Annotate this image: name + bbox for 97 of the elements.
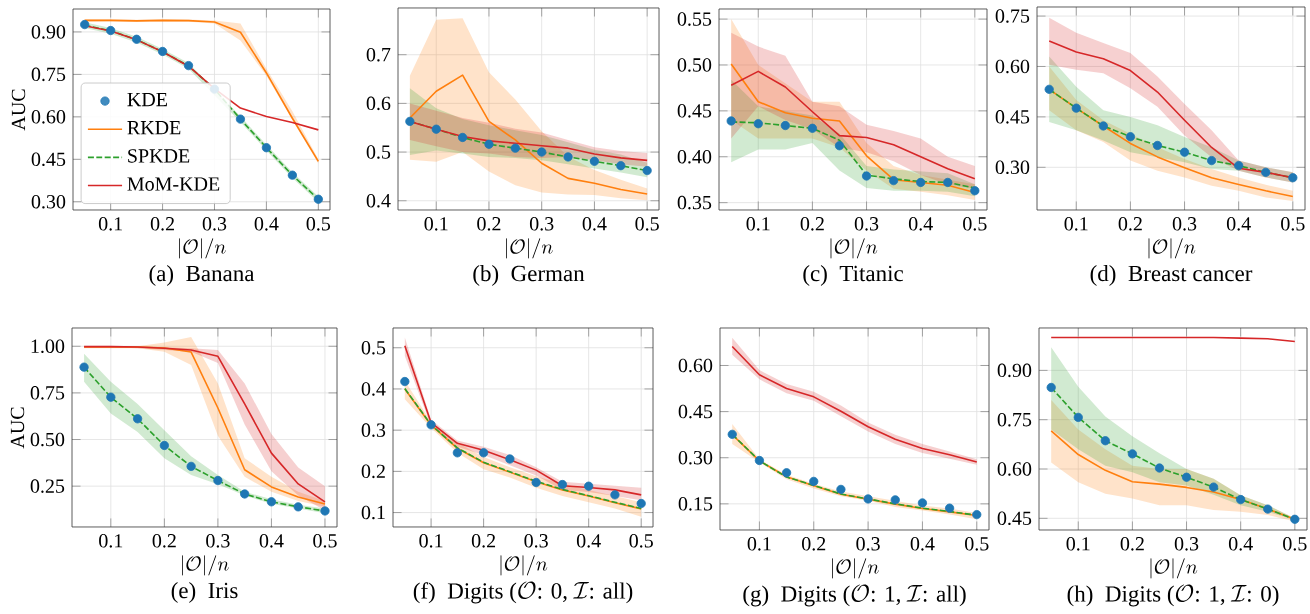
x-tick-label: 0.1 (746, 217, 770, 231)
text: $\mbox{(f)\ \ Digits (}\mathcal{O}\mbox{: 0, }\mathcal{I}\mbox{: all)}$ (413, 581, 633, 604)
x-tick-label: 0.1 (98, 217, 122, 231)
y-tick-label: 0.4 (366, 193, 391, 208)
x-axis-title: $|\mathcal{O}|/n$ (182, 555, 229, 576)
y-tick-label: 0.30 (31, 194, 66, 209)
legend-label: RKDE (127, 121, 181, 135)
y-tick-label: 0.45 (997, 511, 1032, 526)
y-tick-label: 0.1 (361, 505, 385, 520)
x-tick-label: 0.5 (635, 217, 659, 231)
y-tick-label: 0.50 (30, 432, 65, 447)
y-tick-label: 0.4 (361, 382, 386, 396)
y-tick-label: 0.45 (995, 110, 1030, 124)
x-tick-label: 0.2 (150, 217, 174, 231)
x-tick-label: 0.4 (259, 534, 284, 548)
x-tick-label: 0.4 (1226, 217, 1251, 231)
y-tick-label: 0.60 (678, 358, 713, 373)
x-tick-label: 0.1 (747, 537, 771, 551)
y-tick-label: 0.40 (677, 149, 712, 164)
y-tick-label: 0.75 (30, 386, 65, 400)
x-tick-label: 0.1 (1064, 217, 1088, 231)
y-tick-label: 0.75 (995, 9, 1030, 23)
x-tick-label: 0.4 (254, 217, 279, 231)
x-tick-label: 0.5 (629, 534, 653, 548)
x-tick-label: 0.4 (910, 537, 935, 551)
x-axis-title: $|\mathcal{O}|/n$ (1148, 238, 1196, 259)
x-tick-label: 0.2 (152, 534, 176, 548)
text: $\mbox{(e)\ \ Iris}$ (171, 582, 238, 603)
x-tick-label: 0.1 (424, 217, 448, 231)
text: $\mbox{(c)\ \ Titanic}$ (803, 265, 904, 286)
x-tick-label: 0.2 (1120, 537, 1144, 551)
x-tick-label: 0.4 (582, 217, 607, 231)
y-tick-label: 0.90 (997, 363, 1032, 378)
y-tick-label: 0.7 (366, 47, 391, 62)
text: $\mbox{(h)\ \ Digits (}\mathcal{O}\mbox{: 1, }\mathcal{I}\mbox{: 0)}$ (1067, 584, 1279, 607)
text: $\mbox{(a)\ \ Banana}$ (149, 265, 255, 286)
y-tick-label: 0.90 (31, 25, 66, 39)
y-tick-label: 1.00 (31, 339, 65, 354)
y-tick-label: 0.2 (361, 464, 385, 479)
y-tick-label: 0.45 (677, 104, 712, 118)
y-tick-label: 0.55 (677, 12, 712, 26)
x-tick-label: 0.3 (856, 537, 880, 551)
x-axis-title: $|\mathcal{O}|/n$ (832, 558, 879, 579)
x-axis-title: $|\mathcal{O}|/n$ (179, 238, 226, 259)
legend-label: SPKDE (128, 149, 190, 163)
x-tick-label: 0.1 (419, 534, 443, 548)
y-tick-label: 0.5 (366, 145, 391, 159)
x-tick-label: 0.2 (800, 217, 824, 231)
x-tick-label: 0.2 (477, 217, 501, 231)
y-tick-label: 0.30 (678, 450, 713, 465)
x-tick-label: 0.5 (313, 534, 337, 548)
x-tick-label: 0.4 (1228, 537, 1253, 551)
x-tick-label: 0.2 (802, 537, 826, 551)
x-tick-label: 0.5 (965, 537, 989, 551)
x-tick-label: 0.2 (471, 534, 496, 548)
x-tick-label: 0.3 (202, 217, 227, 231)
y-tick-label: 0.60 (995, 59, 1030, 74)
x-tick-label: 0.1 (99, 534, 123, 548)
x-tick-label: 0.5 (306, 217, 331, 231)
y-tick-label: 0.30 (995, 160, 1030, 175)
legend-label: MoM-KDE (127, 177, 220, 191)
text: $\mbox{(g)\ \ Digits (}\mathcal{O}\mbox{: 1, }\mathcal{I}\mbox{: all)}$ (743, 584, 966, 607)
text: $\mbox{(d)\ \ Breast cancer}$ (1090, 265, 1253, 286)
x-tick-label: 0.3 (206, 534, 230, 548)
y-axis-title: AUC (11, 89, 26, 131)
x-axis-title: $|\mathcal{O}|/n$ (1150, 558, 1198, 579)
y-tick-label: 0.50 (677, 58, 712, 72)
x-axis-title: $|\mathcal{O}|/n$ (500, 555, 548, 576)
x-axis-title: $|\mathcal{O}|/n$ (830, 238, 878, 259)
y-tick-label: 0.45 (31, 152, 66, 167)
legend-label: KDE (127, 93, 167, 107)
y-tick-label: 0.45 (678, 404, 713, 419)
y-tick-label: 0.60 (997, 462, 1032, 476)
y-tick-label: 0.75 (997, 412, 1032, 427)
x-tick-label: 0.4 (576, 534, 601, 548)
y-tick-label: 0.5 (361, 340, 386, 355)
y-tick-label: 0.25 (30, 479, 65, 493)
y-tick-label: 0.6 (366, 96, 391, 111)
x-tick-label: 0.5 (1283, 537, 1307, 551)
x-tick-label: 0.3 (1174, 537, 1199, 551)
text: $\mbox{(b)\ \ German}$ (473, 265, 585, 286)
x-axis-title: $|\mathcal{O}|/n$ (506, 238, 553, 259)
x-tick-label: 0.4 (908, 217, 933, 231)
y-tick-label: 0.15 (678, 497, 713, 511)
x-tick-label: 0.5 (963, 217, 987, 231)
x-tick-label: 0.3 (529, 217, 554, 231)
y-tick-label: 0.3 (361, 423, 386, 437)
x-tick-label: 0.3 (854, 217, 879, 231)
y-tick-label: 0.75 (31, 67, 66, 82)
x-tick-label: 0.3 (1172, 217, 1197, 231)
x-tick-label: 0.2 (1118, 217, 1142, 231)
x-tick-label: 0.3 (524, 534, 548, 548)
x-tick-label: 0.1 (1066, 537, 1090, 551)
y-tick-label: 0.35 (677, 195, 712, 210)
x-tick-label: 0.5 (1281, 217, 1305, 231)
y-tick-label: 0.60 (31, 110, 66, 124)
y-axis-title: AUC (10, 407, 25, 449)
